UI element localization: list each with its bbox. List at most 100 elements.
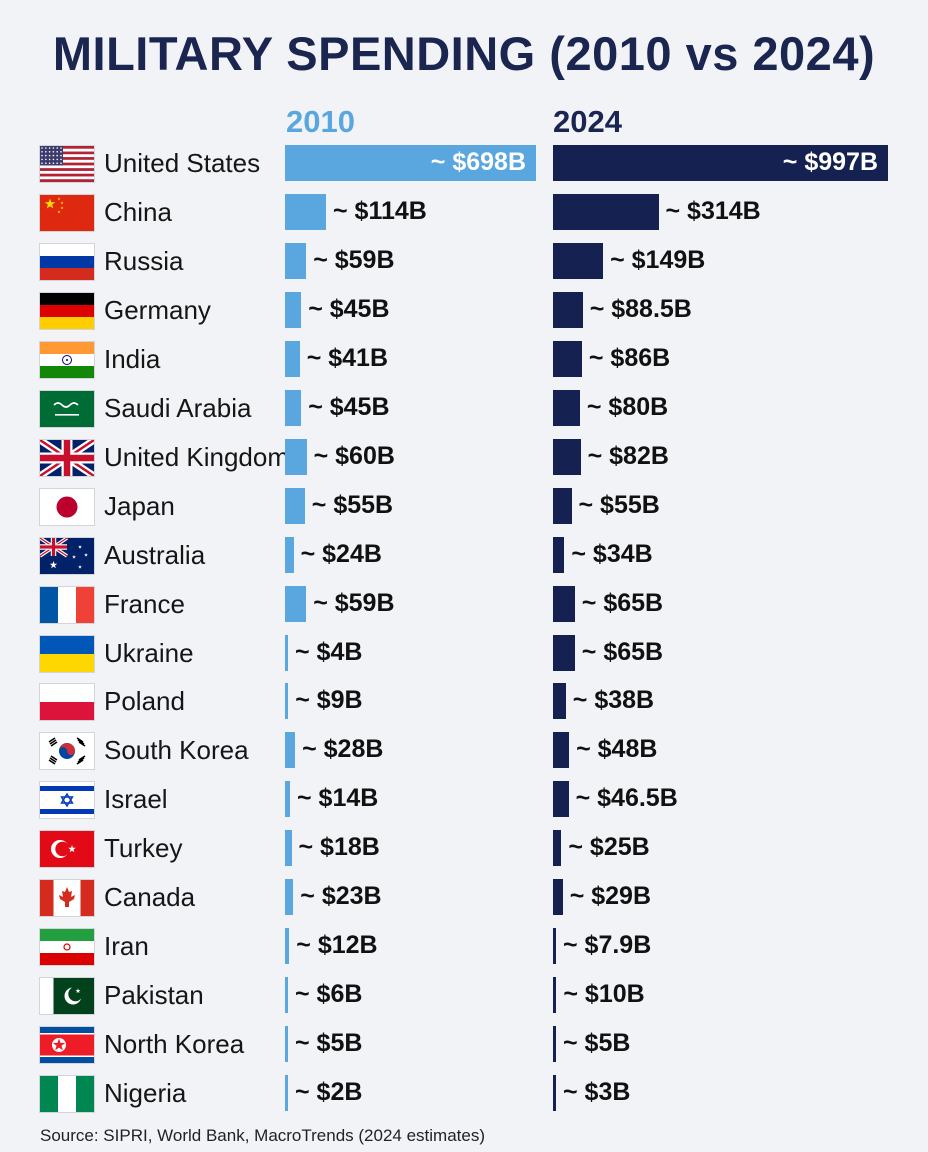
table-row: India ~ $41B ~ $86B bbox=[0, 339, 928, 383]
bar-2024 bbox=[553, 634, 575, 671]
country-label: India bbox=[104, 343, 161, 374]
country-label: Germany bbox=[104, 294, 211, 325]
data-label-2010: ~ $59B bbox=[313, 245, 395, 274]
data-label-2024: ~ $149B bbox=[610, 245, 706, 274]
series-header-2010: 2010 bbox=[286, 104, 355, 139]
data-label-2010: ~ $59B bbox=[313, 588, 395, 617]
bar-2010 bbox=[285, 1075, 288, 1112]
bar-2010 bbox=[285, 830, 292, 867]
bar-2010 bbox=[285, 683, 289, 720]
country-label: Iran bbox=[104, 931, 149, 962]
series-header-2024: 2024 bbox=[553, 104, 622, 139]
table-row: United States ~ $698B ~ $997B bbox=[0, 143, 928, 187]
bar-2010 bbox=[285, 291, 302, 328]
data-label-2010: ~ $9B bbox=[295, 686, 363, 715]
flag-turkey-icon bbox=[40, 831, 94, 868]
bar-2010 bbox=[285, 977, 288, 1014]
bar-2010 bbox=[285, 193, 326, 230]
bar-2024 bbox=[553, 977, 557, 1014]
data-label-2010: ~ $114B bbox=[333, 196, 427, 225]
country-label: United Kingdom bbox=[104, 441, 289, 472]
data-label-2024: ~ $80B bbox=[586, 392, 669, 421]
country-label: Turkey bbox=[104, 833, 183, 864]
flag-nigeria-icon bbox=[40, 1076, 94, 1113]
table-row: Russia ~ $59B ~ $149B bbox=[0, 241, 928, 285]
bar-2010 bbox=[285, 389, 302, 426]
bar-2024 bbox=[553, 193, 659, 230]
table-row: China ~ $114B ~ $314B bbox=[0, 192, 928, 236]
data-label-2024: ~ $86B bbox=[588, 343, 671, 372]
bar-2024 bbox=[553, 145, 888, 181]
data-label-2024: ~ $314B bbox=[665, 196, 761, 225]
table-row: France ~ $59B ~ $65B bbox=[0, 584, 928, 628]
data-label-2010: ~ $41B bbox=[306, 343, 388, 372]
country-label: Saudi Arabia bbox=[104, 392, 252, 423]
data-label-2024: ~ $5B bbox=[563, 1029, 631, 1058]
data-label-2010: ~ $6B bbox=[295, 980, 363, 1009]
flag-australia-icon bbox=[40, 537, 94, 574]
data-label-2010: ~ $45B bbox=[308, 392, 390, 421]
data-label-2010: ~ $698B bbox=[430, 148, 526, 176]
table-row: North Korea ~ $5B ~ $5B bbox=[0, 1024, 928, 1068]
bar-2010 bbox=[285, 242, 307, 279]
country-label: Australia bbox=[104, 539, 206, 570]
bar-2010 bbox=[285, 340, 300, 377]
bar-2024 bbox=[553, 487, 572, 524]
flag-iran-icon bbox=[40, 929, 94, 966]
flag-south-korea-icon bbox=[40, 733, 94, 770]
bar-2010 bbox=[285, 438, 307, 475]
chart-title: MILITARY SPENDING (2010 vs 2024) bbox=[52, 27, 876, 80]
bar-2024 bbox=[553, 242, 604, 279]
data-label-2024: ~ $25B bbox=[568, 833, 650, 862]
flag-pakistan-icon bbox=[40, 978, 94, 1015]
source-note: Source: SIPRI, World Bank, MacroTrends (… bbox=[40, 1126, 486, 1145]
country-label: Pakistan bbox=[104, 980, 204, 1011]
bar-2024 bbox=[553, 536, 565, 573]
flag-germany-icon bbox=[40, 292, 94, 329]
data-label-2010: ~ $5B bbox=[295, 1029, 363, 1058]
bar-2024 bbox=[553, 1075, 556, 1112]
bar-2024 bbox=[553, 732, 570, 769]
data-label-2024: ~ $38B bbox=[572, 686, 655, 715]
country-label: Japan bbox=[104, 490, 175, 521]
bar-2024 bbox=[553, 879, 563, 916]
data-label-2024: ~ $82B bbox=[587, 441, 669, 470]
data-label-2010: ~ $28B bbox=[302, 735, 384, 764]
data-label-2024: ~ $34B bbox=[571, 539, 653, 568]
bar-2010 bbox=[285, 781, 290, 818]
country-label: China bbox=[104, 196, 172, 227]
bar-2010 bbox=[285, 928, 290, 965]
table-row: Turkey ~ $18B ~ $25B bbox=[0, 828, 928, 872]
country-label: South Korea bbox=[104, 735, 249, 766]
flag-ukraine-icon bbox=[40, 635, 94, 672]
flag-france-icon bbox=[40, 586, 94, 623]
data-label-2024: ~ $3B bbox=[563, 1078, 631, 1107]
data-label-2024: ~ $997B bbox=[782, 148, 878, 176]
bar-2024 bbox=[553, 683, 566, 720]
data-label-2010: ~ $4B bbox=[295, 637, 363, 666]
country-label: Ukraine bbox=[104, 637, 194, 668]
table-row: Australia ~ $24B ~ $34B bbox=[0, 535, 928, 579]
data-label-2010: ~ $45B bbox=[308, 294, 390, 323]
flag-united-kingdom-icon bbox=[40, 439, 94, 476]
country-label: United States bbox=[104, 148, 261, 178]
country-label: North Korea bbox=[104, 1029, 245, 1060]
data-label-2010: ~ $14B bbox=[297, 784, 379, 813]
table-row: Saudi Arabia ~ $45B ~ $80B bbox=[0, 388, 928, 432]
data-label-2010: ~ $60B bbox=[313, 441, 395, 470]
table-row: Canada ~ $23B ~ $29B bbox=[0, 877, 928, 921]
table-row: Poland ~ $9B ~ $38B bbox=[0, 681, 928, 725]
table-row: Japan ~ $55B ~ $55B bbox=[0, 486, 928, 530]
flag-united-states-icon bbox=[40, 146, 94, 182]
country-label: Poland bbox=[104, 686, 185, 717]
data-label-2024: ~ $7.9B bbox=[563, 931, 652, 960]
bar-2024 bbox=[553, 340, 582, 377]
bar-2024 bbox=[553, 830, 562, 867]
country-label: Canada bbox=[104, 882, 196, 913]
data-label-2010: ~ $23B bbox=[300, 882, 382, 911]
data-label-2024: ~ $55B bbox=[578, 490, 660, 519]
flag-russia-icon bbox=[40, 243, 94, 280]
bar-2024 bbox=[553, 1026, 556, 1063]
table-row: Ukraine ~ $4B ~ $65B bbox=[0, 633, 928, 677]
